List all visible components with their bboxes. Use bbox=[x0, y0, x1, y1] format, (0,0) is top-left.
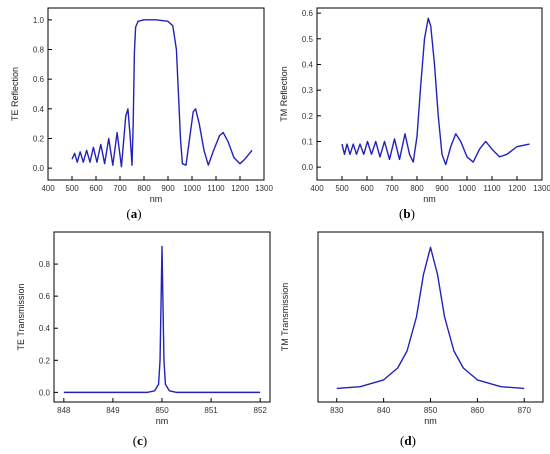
x-axis-label: nm bbox=[423, 194, 436, 204]
y-tick-label: 0.6 bbox=[302, 9, 314, 18]
x-tick-label: 700 bbox=[113, 184, 127, 193]
y-tick-label: 0.2 bbox=[33, 134, 45, 143]
y-axis-label: TE Transmission bbox=[16, 283, 26, 350]
y-tick-label: 0.0 bbox=[302, 163, 314, 172]
x-tick-label: 852 bbox=[254, 406, 268, 415]
panel-caption: (b) bbox=[399, 206, 415, 221]
x-tick-label: 1100 bbox=[207, 184, 225, 193]
series-line-1 bbox=[341, 17, 530, 166]
chart-panel-4: 830 840 850 860 870 nm TM Transmission (d) bbox=[280, 231, 544, 448]
x-tick-label: 1200 bbox=[508, 184, 526, 193]
caption-paren-close: ) bbox=[412, 433, 416, 448]
x-tick-label: 850 bbox=[155, 406, 169, 415]
y-tick-label: 1.0 bbox=[33, 16, 45, 25]
chart-panel-1: 400 500 600 700 800 900 1000 1100 1200 1300 0.0 0.2… bbox=[10, 7, 273, 221]
x-axis-label: nm bbox=[150, 194, 163, 204]
series-line-1 bbox=[63, 245, 261, 394]
caption-letter: b bbox=[403, 206, 410, 221]
caption-paren-open: ( bbox=[399, 206, 403, 221]
y-tick-label: 0.2 bbox=[39, 356, 51, 365]
y-tick-label: 0.0 bbox=[39, 388, 51, 397]
plot-frame bbox=[316, 7, 543, 181]
caption-letter: c bbox=[137, 433, 143, 448]
x-tick-label: 848 bbox=[57, 406, 71, 415]
y-axis-label: TM Transmission bbox=[280, 283, 290, 352]
x-tick-label: 700 bbox=[385, 184, 399, 193]
plot-frame bbox=[47, 7, 265, 181]
x-tick-label: 600 bbox=[360, 184, 374, 193]
x-tick-label: 500 bbox=[65, 184, 79, 193]
x-tick-label: 849 bbox=[106, 406, 120, 415]
caption-letter: a bbox=[131, 206, 138, 221]
caption-paren-close: ) bbox=[137, 206, 141, 221]
x-axis-label: nm bbox=[424, 416, 437, 426]
y-axis-label: TM Reflection bbox=[279, 66, 289, 122]
panel-caption: (c) bbox=[133, 433, 147, 448]
x-tick-label: 900 bbox=[161, 184, 175, 193]
x-axis-label: nm bbox=[156, 416, 169, 426]
y-tick-label: 0.3 bbox=[302, 86, 314, 95]
y-tick-label: 0.2 bbox=[302, 112, 314, 121]
x-tick-label: 840 bbox=[377, 406, 391, 415]
y-tick-label: 0.4 bbox=[33, 105, 45, 114]
y-tick-label: 0.8 bbox=[33, 46, 45, 55]
x-tick-label: 860 bbox=[471, 406, 485, 415]
x-tick-label: 1200 bbox=[231, 184, 249, 193]
x-tick-label: 1100 bbox=[483, 184, 501, 193]
caption-paren-open: ( bbox=[133, 433, 137, 448]
panel-caption: (a) bbox=[126, 206, 141, 221]
y-tick-label: 0.1 bbox=[302, 137, 314, 146]
x-tick-label: 1300 bbox=[255, 184, 273, 193]
y-tick-label: 0.4 bbox=[39, 324, 51, 333]
x-tick-label: 870 bbox=[518, 406, 532, 415]
chart-panel-2: 400 500 600 700 800 900 1000 1100 1200 1300 0.0 0.1… bbox=[279, 7, 550, 221]
y-axis-label: TE Reflection bbox=[10, 67, 20, 121]
x-tick-label: 400 bbox=[310, 184, 324, 193]
y-tick-label: 0.0 bbox=[33, 164, 45, 173]
y-tick-label: 0.5 bbox=[302, 35, 314, 44]
caption-paren-close: ) bbox=[411, 206, 415, 221]
series-line-1 bbox=[71, 19, 253, 168]
x-tick-label: 850 bbox=[424, 406, 438, 415]
y-tick-label: 0.6 bbox=[33, 75, 45, 84]
caption-paren-open: ( bbox=[126, 206, 130, 221]
y-tick-label: 0.8 bbox=[39, 260, 51, 269]
chart-panel-3: 848 849 850 851 852 0.0 0.2 0.4 0.6 0.8 nm TE Trans… bbox=[16, 231, 271, 448]
x-tick-label: 900 bbox=[435, 184, 449, 193]
x-tick-label: 600 bbox=[89, 184, 103, 193]
caption-paren-close: ) bbox=[143, 433, 147, 448]
x-tick-label: 1000 bbox=[183, 184, 201, 193]
x-tick-label: 500 bbox=[335, 184, 349, 193]
y-tick-label: 0.4 bbox=[302, 60, 314, 69]
caption-letter: d bbox=[404, 433, 412, 448]
x-tick-label: 800 bbox=[137, 184, 151, 193]
y-tick-label: 0.6 bbox=[39, 292, 51, 301]
caption-paren-open: ( bbox=[400, 433, 404, 448]
x-tick-label: 800 bbox=[410, 184, 424, 193]
series-line-1 bbox=[336, 246, 525, 390]
x-tick-label: 1300 bbox=[533, 184, 550, 193]
plot-frame bbox=[317, 231, 544, 403]
x-tick-label: 400 bbox=[41, 184, 55, 193]
x-tick-label: 1000 bbox=[458, 184, 476, 193]
x-tick-label: 851 bbox=[204, 406, 218, 415]
x-tick-label: 830 bbox=[330, 406, 344, 415]
panel-caption: (d) bbox=[400, 433, 416, 448]
